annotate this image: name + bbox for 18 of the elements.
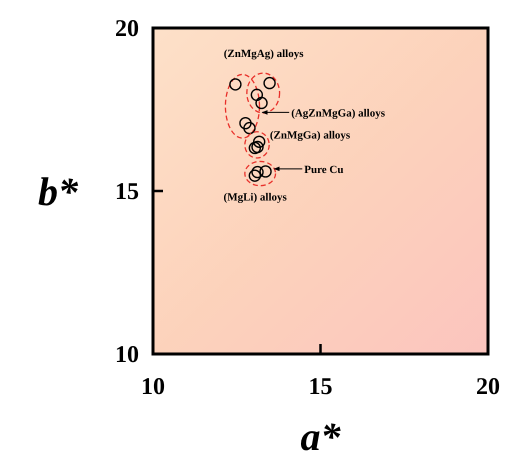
y-axis-title: b* — [38, 169, 79, 214]
point — [239, 116, 252, 130]
x-axis-title: a* — [300, 414, 342, 459]
point — [263, 76, 276, 90]
annotation: (MgLi) alloys — [224, 192, 288, 204]
annotation: (ZnMgGa) alloys — [270, 129, 351, 142]
y-tick-label: 10 — [115, 342, 139, 368]
point — [255, 96, 268, 110]
annotation: Pure Cu — [304, 164, 344, 176]
annotation: (ZnMgAg) alloys — [224, 48, 304, 60]
annotation: (AgZnMgGa) alloys — [291, 107, 386, 120]
point — [229, 78, 242, 91]
point — [243, 122, 256, 134]
x-tick-label: 20 — [476, 374, 500, 400]
y-tick-label: 15 — [115, 179, 139, 205]
x-tick-label: 10 — [141, 374, 165, 400]
y-tick-label: 20 — [115, 16, 139, 42]
x-tick-label: 15 — [308, 374, 332, 400]
